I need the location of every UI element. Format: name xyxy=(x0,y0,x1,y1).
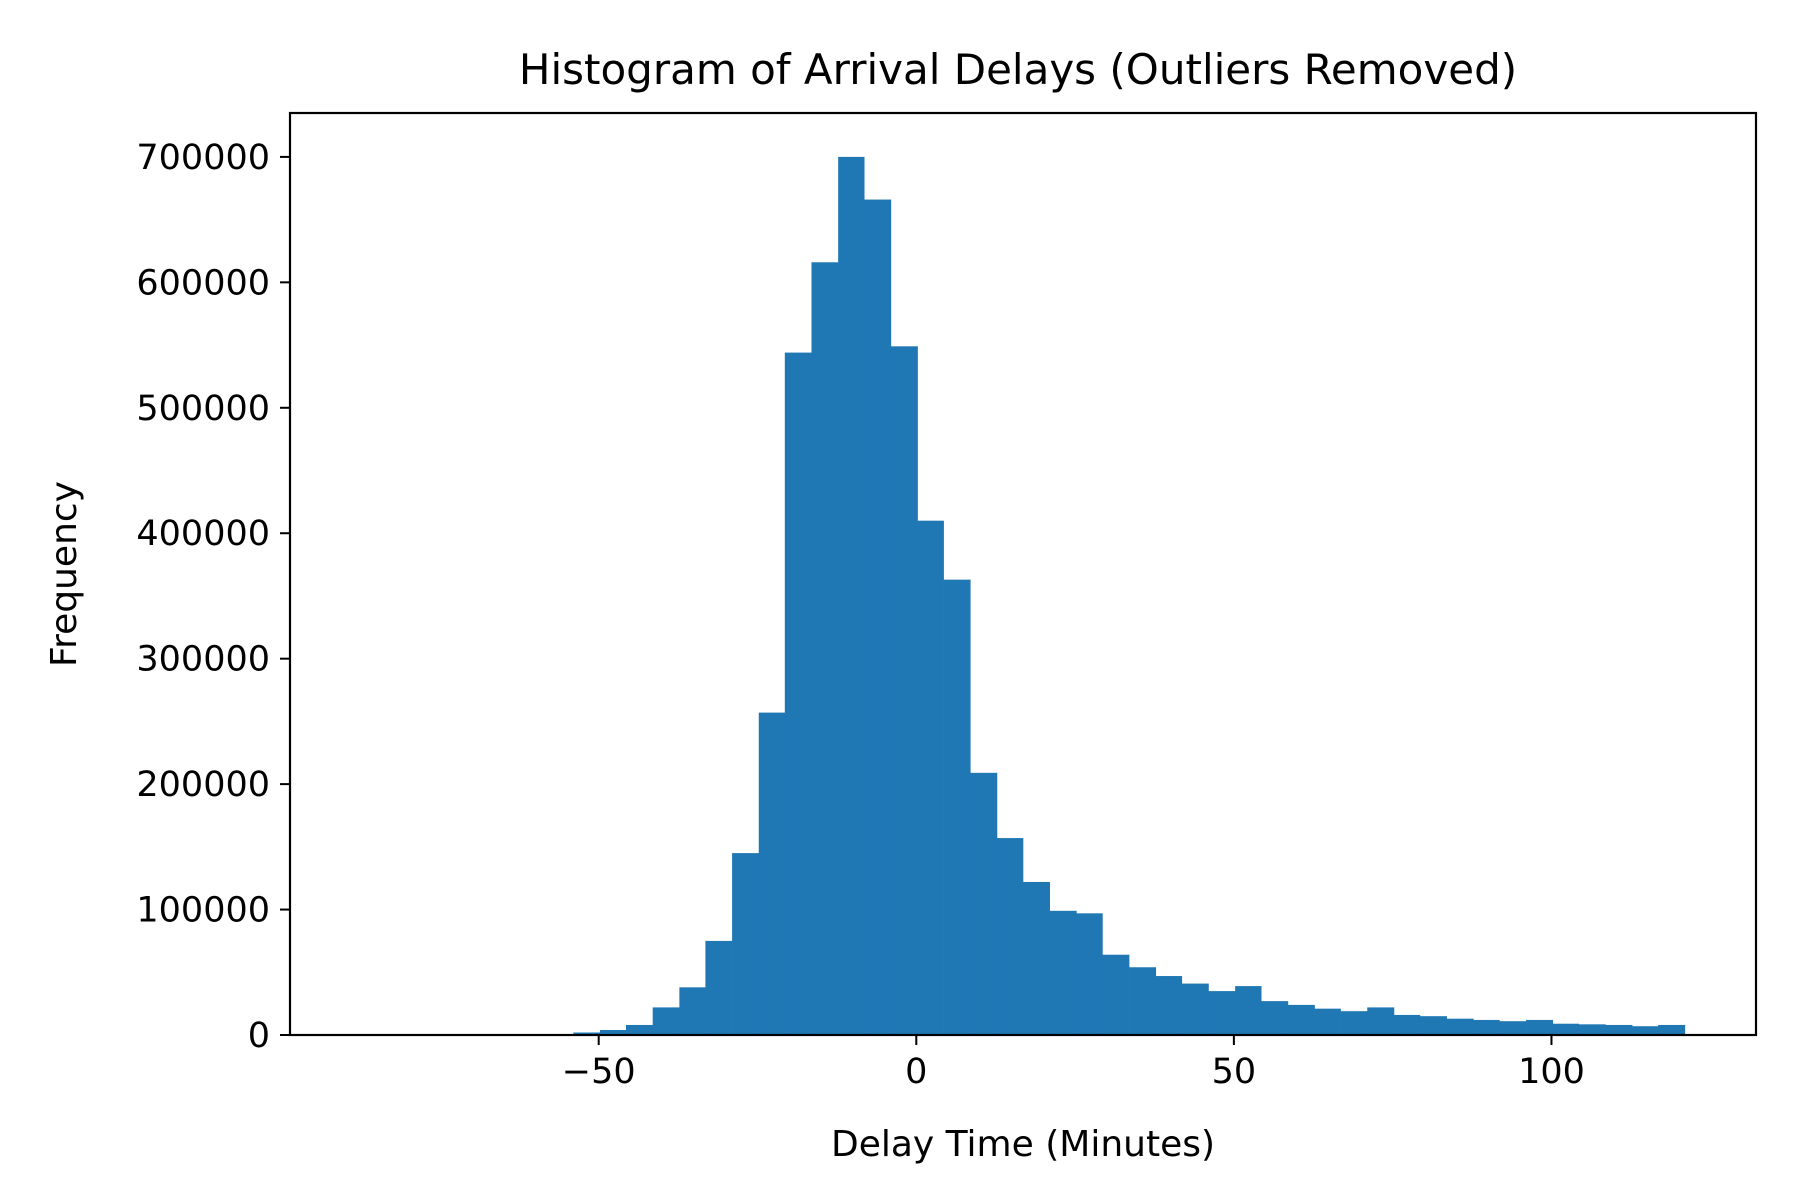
y-axis: 0 100000 200000 300000 400000 500000 600000 700… xyxy=(136,138,290,1056)
histogram-bar-31 xyxy=(1393,1014,1421,1035)
histogram-bar-4 xyxy=(679,987,706,1035)
histogram-bar-26 xyxy=(1261,1001,1289,1035)
chart-title: Histogram of Arrival Delays (Outliers Re… xyxy=(519,45,1517,94)
histogram-bar-16 xyxy=(996,838,1024,1035)
plot-area-frame xyxy=(288,111,1758,1037)
histogram-bar-22 xyxy=(1155,976,1183,1035)
histogram-bar-23 xyxy=(1181,983,1209,1035)
y-axis-label: Frequency xyxy=(44,481,85,667)
histogram-bar-10 xyxy=(838,156,865,1035)
histogram-bar-13 xyxy=(917,520,944,1035)
histogram-bar-34 xyxy=(1473,1019,1500,1035)
histogram-bar-3 xyxy=(652,1007,680,1035)
y-tick-label: 700000 xyxy=(136,138,270,178)
y-tick-label: 100000 xyxy=(136,891,270,931)
histogram-bars xyxy=(573,156,1686,1036)
y-tick-label: 200000 xyxy=(136,765,270,805)
histogram-bar-36 xyxy=(1526,1019,1554,1035)
histogram-bar-24 xyxy=(1208,991,1236,1035)
x-tick-label: −50 xyxy=(562,1052,636,1092)
y-tick-label: 400000 xyxy=(136,514,270,554)
histogram-bar-30 xyxy=(1367,1007,1395,1035)
histogram-bar-32 xyxy=(1419,1016,1447,1035)
histogram-bar-7 xyxy=(758,712,786,1035)
histogram-bar-37 xyxy=(1552,1023,1580,1035)
y-tick-label: 0 xyxy=(248,1016,270,1056)
histogram-bar-15 xyxy=(970,772,998,1035)
histogram-bar-33 xyxy=(1446,1018,1474,1035)
histogram-bar-28 xyxy=(1314,1008,1341,1035)
histogram-bar-35 xyxy=(1499,1021,1527,1035)
histogram-bar-41 xyxy=(1658,1024,1686,1035)
histogram-bar-38 xyxy=(1578,1024,1606,1035)
histogram-bar-17 xyxy=(1023,881,1050,1035)
histogram-bar-5 xyxy=(705,940,733,1035)
x-tick-label: 0 xyxy=(905,1052,927,1092)
histogram-bar-18 xyxy=(1049,910,1077,1035)
histogram-bar-2 xyxy=(626,1024,653,1035)
histogram-bar-25 xyxy=(1235,986,1262,1035)
y-tick-label: 600000 xyxy=(136,263,270,303)
histogram-bar-11 xyxy=(864,199,892,1035)
histogram-bar-21 xyxy=(1129,967,1157,1035)
y-tick-label: 500000 xyxy=(136,389,270,429)
y-tick-label: 300000 xyxy=(136,640,270,680)
histogram-bar-12 xyxy=(890,346,918,1035)
x-axis-label: Delay Time (Minutes) xyxy=(831,1124,1215,1165)
histogram-bar-20 xyxy=(1102,954,1130,1035)
histogram-bar-39 xyxy=(1605,1024,1633,1035)
x-axis: −50 0 50 100 xyxy=(562,1035,1585,1092)
histogram-bar-19 xyxy=(1076,913,1103,1035)
histogram-bar-9 xyxy=(811,262,839,1035)
histogram-bar-29 xyxy=(1340,1011,1368,1035)
histogram-bar-0 xyxy=(573,1032,601,1035)
histogram-bar-27 xyxy=(1287,1004,1315,1035)
histogram-bar-14 xyxy=(943,579,971,1035)
x-tick-label: 50 xyxy=(1212,1052,1257,1092)
histogram-bar-6 xyxy=(732,853,760,1035)
x-tick-label: 100 xyxy=(1518,1052,1585,1092)
histogram-bar-40 xyxy=(1632,1026,1659,1035)
histogram-bar-8 xyxy=(784,352,812,1036)
histogram-bar-1 xyxy=(599,1029,627,1035)
